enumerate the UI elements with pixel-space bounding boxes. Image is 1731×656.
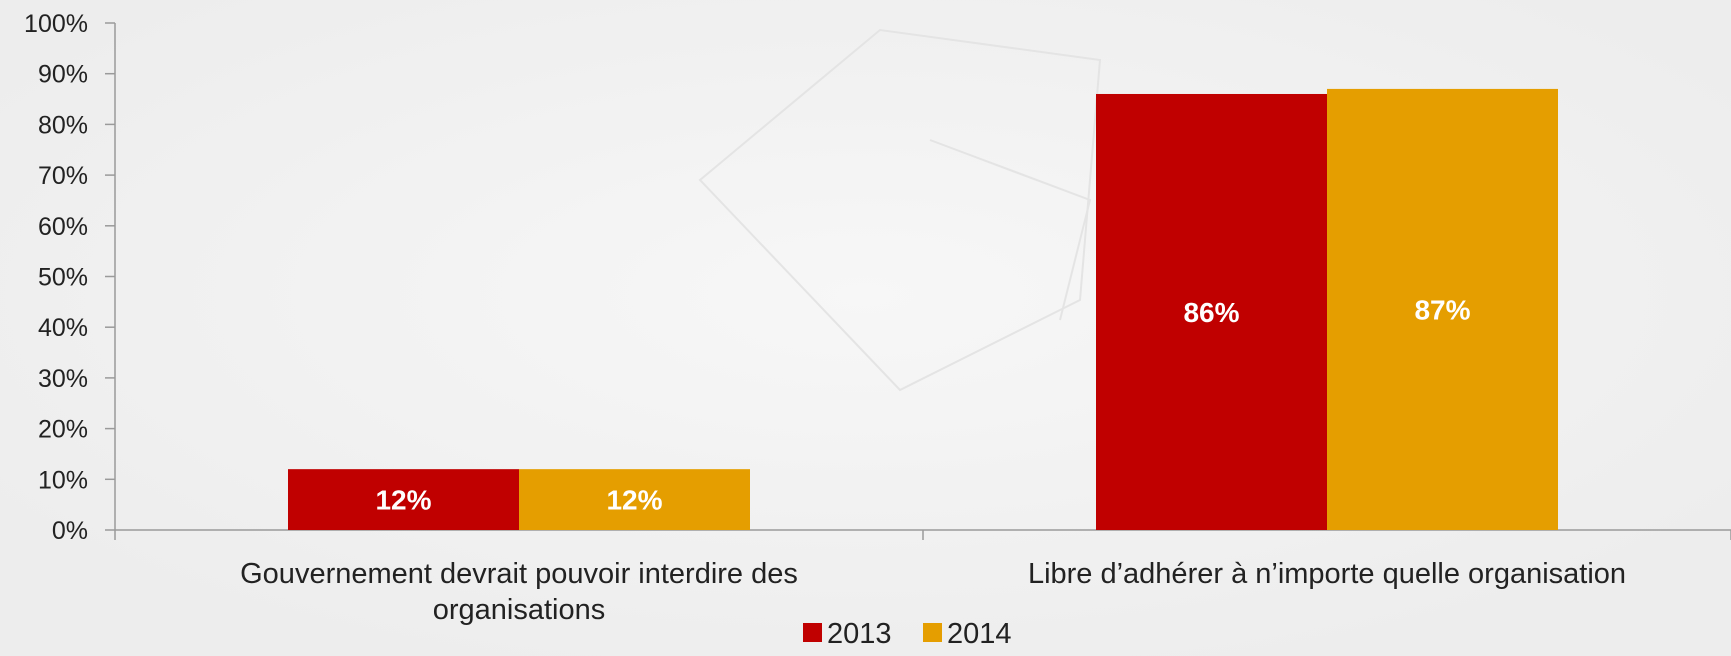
data-label: 86% (1183, 297, 1239, 328)
legend-swatch-2013 (803, 623, 822, 642)
y-tick-label: 40% (38, 314, 88, 342)
y-tick-label: 60% (38, 213, 88, 241)
data-label: 87% (1414, 294, 1470, 325)
bar-2013 (1096, 93, 1327, 530)
y-tick-label: 80% (38, 111, 88, 139)
y-tick-label: 90% (38, 61, 88, 89)
y-tick-label: 0% (52, 517, 88, 545)
data-label: 12% (606, 485, 662, 516)
legend-label: 2014 (947, 618, 1012, 650)
bar-2014 (519, 469, 750, 530)
y-tick-label: 20% (38, 416, 88, 444)
y-tick-label: 30% (38, 365, 88, 393)
data-label: 12% (375, 485, 431, 516)
category-label: Gouvernement devrait pouvoir interdire d… (240, 558, 798, 590)
bar-2014 (1327, 88, 1558, 530)
category-label: Libre d’adhérer à n’importe quelle organ… (1028, 558, 1626, 590)
y-tick-label: 50% (38, 264, 88, 292)
bar-2013 (288, 469, 519, 530)
legend-swatch-2014 (923, 623, 942, 642)
y-tick-label: 70% (38, 162, 88, 190)
background-decoration (698, 28, 1102, 392)
legend-label: 2013 (827, 618, 892, 650)
y-tick-label: 10% (38, 466, 88, 494)
category-label: organisations (433, 594, 606, 626)
y-tick-label: 100% (24, 10, 88, 38)
